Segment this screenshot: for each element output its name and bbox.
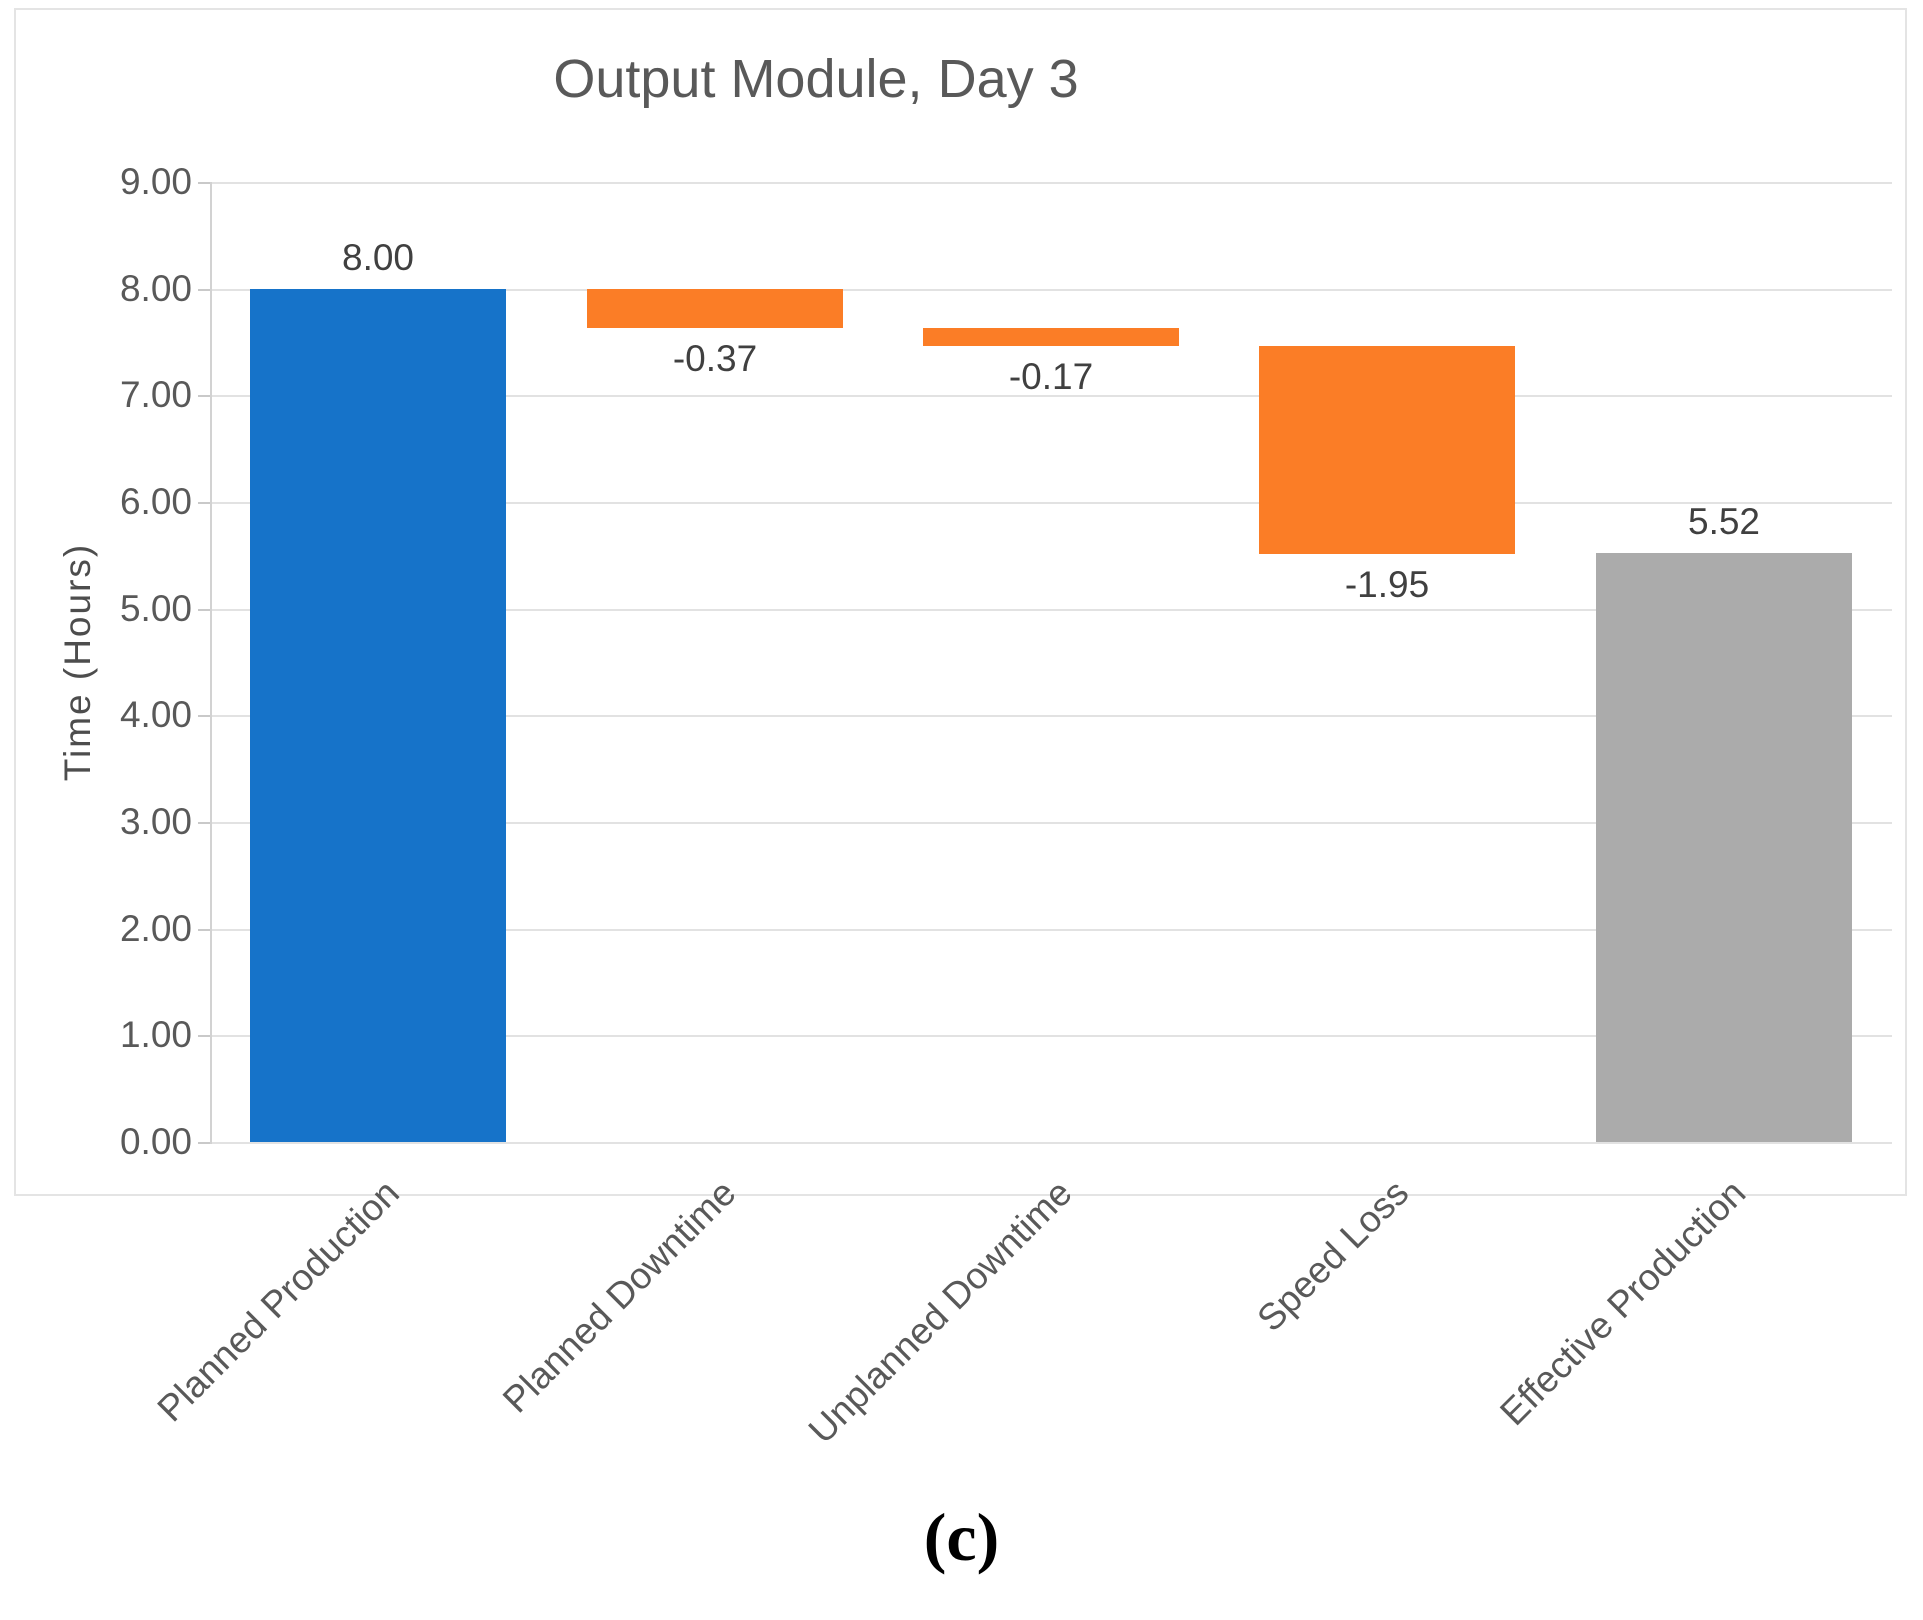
y-axis-tick xyxy=(198,1142,210,1144)
chart-panel: Output Module, Day 3 Time (Hours) 0.00 1.… xyxy=(14,8,1907,1451)
waterfall-bar-speed-loss xyxy=(1259,346,1515,554)
bar-value-label: -1.95 xyxy=(1344,564,1430,605)
y-axis-tick xyxy=(198,928,210,931)
y-axis-line xyxy=(210,182,212,1144)
x-category-label-speed-loss: Speed Loss xyxy=(1248,1172,1416,1340)
y-axis-tick xyxy=(198,182,210,184)
y-tick-label: 2.00 xyxy=(119,907,192,949)
gridline xyxy=(210,182,1892,184)
bar-value-label: 5.52 xyxy=(1687,501,1761,542)
y-axis-tick xyxy=(198,502,210,504)
y-axis-tick xyxy=(198,608,210,611)
chart-title: Output Module, Day 3 xyxy=(553,49,1079,109)
gridline xyxy=(210,395,1892,398)
y-tick-label: 8.00 xyxy=(119,267,192,309)
gridline xyxy=(210,928,1892,931)
y-axis-tick xyxy=(198,1035,210,1038)
y-tick-label: 4.00 xyxy=(119,694,192,736)
gridline xyxy=(210,715,1892,718)
x-category-label-planned-production: Planned Production xyxy=(149,1172,407,1430)
gridline xyxy=(210,1142,1892,1144)
y-axis-tick-labels: 0.00 1.00 2.00 3.00 4.00 5.00 6.00 7.00 8.00 9.00 xyxy=(16,161,192,1162)
gridline xyxy=(210,502,1892,504)
y-tick-label: 6.00 xyxy=(119,481,192,522)
bar-value-label: 8.00 xyxy=(341,237,415,278)
y-axis-tick xyxy=(198,822,210,824)
y-tick-label: 3.00 xyxy=(119,801,192,842)
y-tick-label: 9.00 xyxy=(119,161,192,202)
x-category-label-effective-production: Effective Production xyxy=(1491,1172,1753,1434)
x-category-label-unplanned-downtime: Unplanned Downtime xyxy=(800,1172,1080,1452)
gridline xyxy=(210,1035,1892,1038)
gridline xyxy=(210,822,1892,824)
gridline xyxy=(210,608,1892,611)
waterfall-bar-unplanned-downtime xyxy=(923,328,1179,346)
waterfall-bar-planned-downtime xyxy=(587,289,843,328)
y-axis-tick xyxy=(198,395,210,398)
waterfall-bar-planned-production xyxy=(250,289,506,1142)
x-axis-category-labels: Planned Production Planned Downtime Unplan… xyxy=(150,1150,1892,1452)
y-tick-label: 1.00 xyxy=(119,1014,192,1056)
y-axis-tick xyxy=(198,288,210,291)
figure-caption: (c) xyxy=(923,1499,1000,1575)
bar-value-label: -0.17 xyxy=(1008,356,1094,397)
bar-value-label: -0.37 xyxy=(672,338,758,379)
x-category-label-planned-downtime: Planned Downtime xyxy=(495,1172,744,1421)
waterfall-bar-effective-production xyxy=(1596,553,1852,1142)
y-tick-label: 0.00 xyxy=(119,1121,192,1162)
plot-area: 8.00 -0.37 -0.17 -1.95 5.52 xyxy=(198,182,1892,1144)
y-tick-label: 7.00 xyxy=(119,374,192,416)
gridline xyxy=(210,288,1892,291)
y-tick-label: 5.00 xyxy=(119,587,192,629)
y-axis-tick xyxy=(198,715,210,718)
